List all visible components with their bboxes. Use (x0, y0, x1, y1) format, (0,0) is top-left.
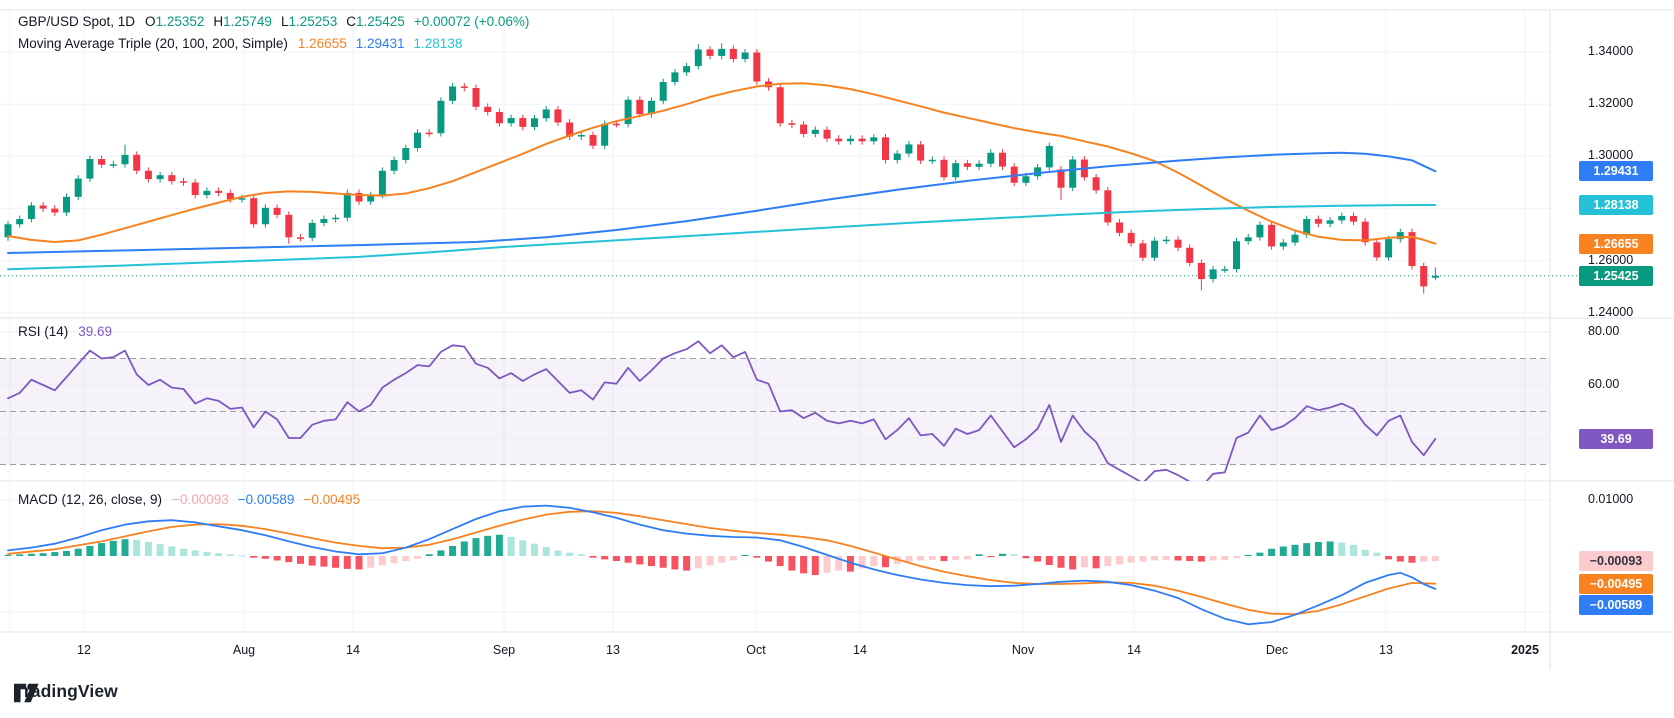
time-tick-label: Sep (492, 643, 516, 657)
macd-badge: −0.00495 (1579, 573, 1653, 594)
price-axis-label: 1.26000 (1588, 252, 1634, 267)
macd-values: −0.00093 −0.00589 −0.00495 (172, 492, 369, 507)
ma-values: 1.26655 1.29431 1.28138 (298, 36, 471, 51)
tradingview-logo-link[interactable]: TradingView (14, 681, 118, 703)
ohlc-label: O (145, 14, 156, 29)
ma-legend-row[interactable]: Moving Average Triple (20, 100, 200, Sim… (18, 33, 471, 54)
ohlc-value: 1.25253 (288, 14, 338, 29)
ma-value: 1.29431 (355, 36, 405, 51)
tradingview-logo-text: TradingView (14, 681, 118, 701)
rsi-indicator-title: RSI (14) (18, 324, 69, 339)
price-axis-label: 1.34000 (1588, 44, 1634, 58)
ohlc-values: O1.25352 H1.25749 L1.25253 C1.25425 +0.00072… (145, 14, 529, 29)
price-axis-label: 1.30000 (1588, 148, 1634, 163)
macd-value: −0.00093 (172, 492, 229, 507)
rsi-legend-row[interactable]: RSI (14) 39.69 (18, 321, 112, 342)
macd-indicator-title: MACD (12, 26, close, 9) (18, 492, 163, 507)
time-tick-label: Oct (746, 643, 766, 657)
rsi-axis-label: 80.00 (1588, 324, 1620, 338)
macd-value: −0.00589 (237, 492, 295, 507)
time-tick-label: Aug (232, 643, 256, 657)
price-badge: 1.28138 (1579, 194, 1653, 215)
ohlc-value: 1.25749 (223, 14, 272, 29)
time-tick-label: 14 (1127, 643, 1141, 657)
macd-legend-row[interactable]: MACD (12, 26, close, 9) −0.00093 −0.00589−… (18, 489, 369, 510)
time-tick-label: 14 (346, 643, 360, 657)
rsi-badge: 39.69 (1579, 428, 1653, 449)
change-value: +0.00072 (+0.06%) (413, 14, 530, 29)
price-axis-label: 1.24000 (1588, 305, 1634, 319)
rsi-pane[interactable] (0, 318, 1550, 481)
macd-badge: −0.00589 (1579, 594, 1653, 615)
time-tick-label: 13 (1379, 643, 1393, 657)
price-axis-label: 1.32000 (1588, 96, 1634, 111)
ma-value: 1.26655 (297, 36, 347, 51)
ma-value: 1.28138 (413, 36, 463, 51)
tradingview-logo-icon (14, 683, 39, 703)
time-tick-label: Dec (1265, 643, 1289, 657)
ohlc-value: 1.25352 (155, 14, 205, 29)
time-tick-label: 13 (606, 643, 620, 657)
main-price-pane[interactable] (0, 10, 1550, 318)
price-badge: 1.29431 (1579, 161, 1653, 182)
ohlc-value: 1.25425 (356, 14, 405, 29)
ohlc-label: L (280, 14, 289, 29)
price-badge: 1.25425 (1579, 265, 1653, 286)
time-tick-label: Nov (1011, 643, 1035, 657)
macd-value: −0.00495 (303, 492, 361, 507)
macd-axis-label: 0.01000 (1588, 492, 1634, 506)
macd-badge: −0.00093 (1579, 551, 1653, 572)
symbol-title: GBP/USD Spot, 1D (18, 14, 136, 29)
price-badge: 1.26655 (1579, 233, 1653, 254)
time-tick-label: 14 (853, 643, 867, 657)
ohlc-label: H (213, 14, 224, 29)
ma-indicator-title: Moving Average Triple (20, 100, 200, Sim… (18, 36, 288, 51)
time-tick-label: 12 (77, 643, 91, 657)
rsi-value: 39.69 (78, 324, 113, 339)
ohlc-label: C (346, 14, 357, 29)
rsi-axis-label: 60.00 (1588, 377, 1620, 391)
symbol-legend-row[interactable]: GBP/USD Spot, 1D O1.25352 H1.25749 L1.25253… (18, 11, 529, 32)
time-tick-label: 2025 (1511, 643, 1539, 657)
